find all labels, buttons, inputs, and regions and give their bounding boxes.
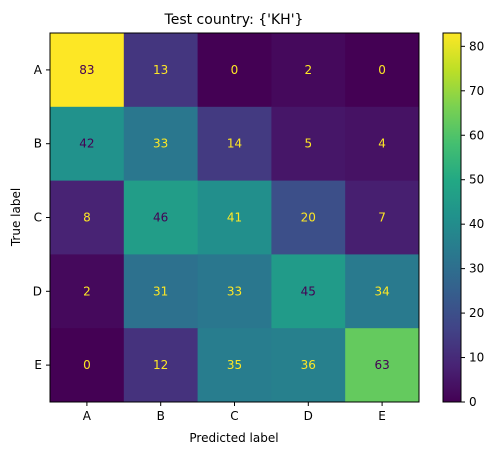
heatmap-cell-C-E: [345, 180, 420, 255]
heatmap-cell-B-A: [50, 106, 125, 182]
colorbar-tick-label: 60: [469, 128, 484, 142]
colorbar-tick-label: 50: [469, 173, 484, 187]
colorbar-tick-label: 80: [469, 39, 484, 53]
heatmap-cell-D-A: [50, 254, 125, 329]
heatmap-cell-B-C: [197, 106, 272, 182]
heatmap-cell-A-D: [271, 33, 346, 108]
cell-value-label: 20: [301, 211, 316, 225]
heatmap-cell-A-E: [345, 33, 420, 108]
y-tick-label: A: [34, 63, 43, 77]
y-tick-label: C: [34, 211, 42, 225]
colorbar-ticks: 0 10 20 30 40 50 60 70 80: [461, 39, 484, 409]
heatmap-cell-A-C: [197, 33, 272, 108]
cell-value-label: 7: [378, 211, 386, 225]
cell-value-label: 0: [378, 63, 386, 77]
heatmap-cell-C-A: [50, 180, 125, 255]
cell-value-label: 45: [301, 284, 316, 298]
colorbar-tick-label: 20: [469, 306, 484, 320]
colorbar: [442, 32, 462, 403]
heatmap-cell-A-A: [50, 33, 125, 108]
x-tick-label: B: [157, 409, 165, 423]
heatmap-cell-C-B: [123, 180, 199, 255]
cell-value-label: 46: [153, 211, 168, 225]
heatmap-cell-B-D: [271, 106, 346, 182]
cell-value-label: 2: [83, 284, 91, 298]
cell-value-label: 35: [227, 358, 242, 372]
x-axis: A B C D E: [83, 402, 386, 423]
cell-value-label: 14: [227, 137, 242, 151]
heatmap-cell-C-C: [197, 180, 272, 255]
heatmap-cell-E-B: [123, 328, 199, 403]
chart-title: Test country: {'KH'}: [164, 12, 304, 28]
cell-value-label: 0: [83, 358, 91, 372]
cell-value-label: 63: [374, 358, 389, 372]
colorbar-tick-label: 70: [469, 84, 484, 98]
cell-value-label: 33: [153, 137, 168, 151]
cell-value-label: 0: [231, 63, 239, 77]
cell-value-label: 36: [301, 358, 316, 372]
x-tick-label: A: [83, 409, 92, 423]
heatmap-cells: [50, 33, 420, 403]
y-axis-label: True label: [9, 188, 23, 247]
cell-value-label: 34: [374, 284, 389, 298]
x-tick-label: E: [378, 409, 386, 423]
x-tick-label: C: [230, 409, 238, 423]
cell-value-label: 12: [153, 358, 168, 372]
cell-value-label: 41: [227, 211, 242, 225]
colorbar-tick-label: 30: [469, 262, 484, 276]
cell-value-label: 31: [153, 284, 168, 298]
heatmap-cell-E-C: [197, 328, 272, 403]
heatmap-cell-D-C: [197, 254, 272, 329]
x-axis-label: Predicted label: [189, 431, 278, 445]
y-tick-label: D: [33, 284, 42, 298]
heatmap-cell-D-B: [123, 254, 199, 329]
colorbar-tick-label: 10: [469, 351, 484, 365]
heatmap-cell-B-E: [345, 106, 420, 182]
cell-value-label: 33: [227, 284, 242, 298]
heatmap-cell-B-B: [123, 106, 199, 182]
cell-value-label: 42: [79, 137, 94, 151]
cell-value-label: 13: [153, 63, 168, 77]
cell-value-label: 8: [83, 211, 91, 225]
cell-value-label: 4: [378, 137, 386, 151]
heatmap-cell-E-A: [50, 328, 125, 403]
colorbar-tick-label: 40: [469, 217, 484, 231]
cell-value-label: 2: [304, 63, 312, 77]
y-axis: A B C D E: [33, 63, 50, 372]
x-tick-label: D: [304, 409, 313, 423]
cell-value-label: 83: [79, 63, 94, 77]
heatmap-cell-labels: 83 13 0 2 042 33 14 5 48 46 41 20 72 31 33 45 340 12 35 36 6…: [79, 63, 389, 372]
heatmap-cell-E-D: [271, 328, 346, 403]
heatmap-cell-A-B: [123, 33, 199, 108]
cell-value-label: 5: [304, 137, 312, 151]
y-tick-label: E: [34, 358, 42, 372]
heatmap-cell-D-D: [271, 254, 346, 329]
colorbar-tick-label: 0: [469, 395, 477, 409]
heatmap-cell-E-E: [345, 328, 420, 403]
y-tick-label: B: [34, 137, 42, 151]
heatmap-cell-D-E: [345, 254, 420, 329]
heatmap-cell-C-D: [271, 180, 346, 255]
